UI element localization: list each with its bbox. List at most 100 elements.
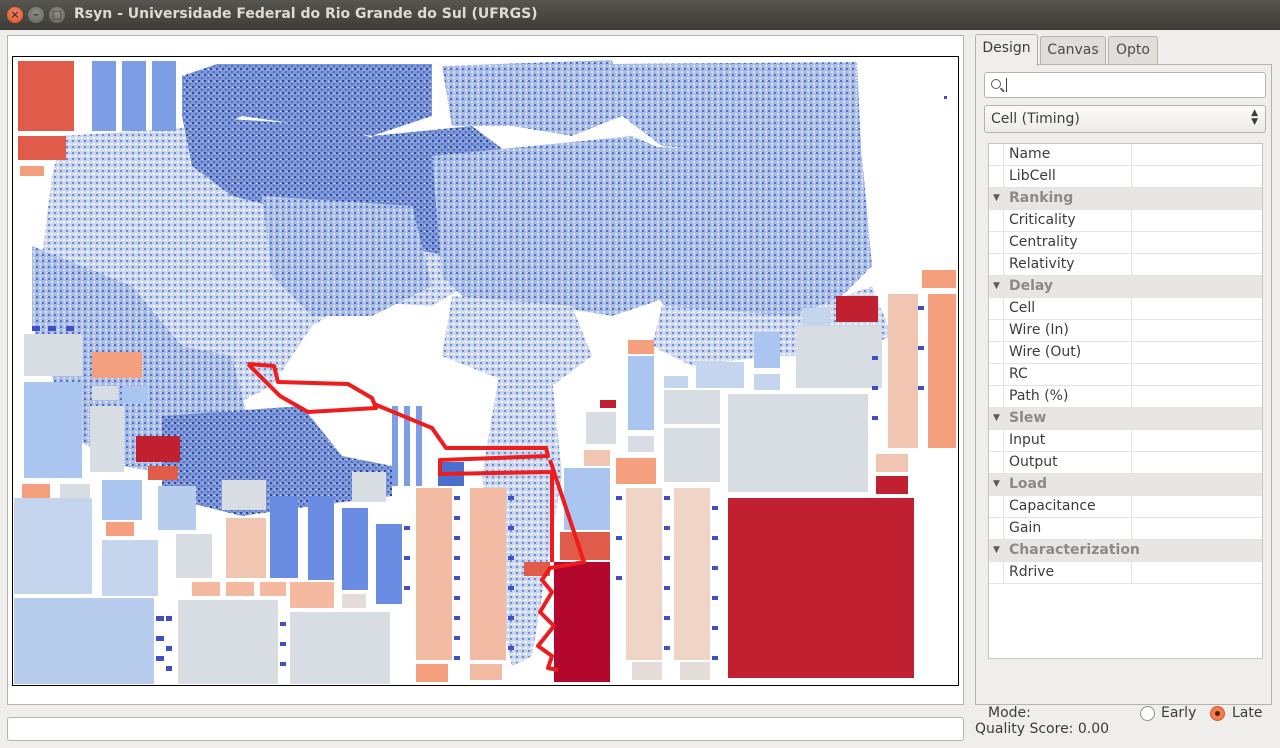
column-divider bbox=[1131, 210, 1132, 232]
tab-canvas[interactable]: Canvas bbox=[1040, 36, 1106, 65]
column-divider bbox=[1131, 386, 1132, 408]
command-input[interactable] bbox=[7, 717, 964, 741]
property-label: Slew bbox=[1009, 410, 1047, 426]
property-label: Relativity bbox=[1009, 256, 1075, 272]
property-label: Input bbox=[1009, 432, 1046, 448]
property-label: Characterization bbox=[1009, 542, 1140, 558]
window-title: Rsyn - Universidade Federal do Rio Grand… bbox=[74, 6, 538, 22]
placement-view[interactable] bbox=[12, 56, 959, 686]
column-divider bbox=[1131, 452, 1132, 474]
property-row[interactable]: RC bbox=[989, 364, 1262, 386]
early-radio[interactable] bbox=[1140, 706, 1155, 721]
property-label: Ranking bbox=[1009, 190, 1074, 206]
property-label: Output bbox=[1009, 454, 1058, 470]
property-row[interactable]: Wire (In) bbox=[989, 320, 1262, 342]
late-radio-label[interactable]: Late bbox=[1232, 705, 1263, 721]
inspector-tabs: Design Canvas Opto bbox=[975, 33, 1272, 66]
expand-triangle-icon[interactable]: ▼ bbox=[993, 545, 1000, 555]
expand-triangle-icon[interactable]: ▼ bbox=[993, 413, 1000, 423]
text-cursor bbox=[1006, 78, 1007, 92]
column-divider bbox=[1003, 320, 1004, 342]
updown-arrows-icon: ▲ ▼ bbox=[1251, 108, 1258, 127]
property-group-row[interactable]: ▼ Slew bbox=[989, 408, 1262, 430]
property-label: Criticality bbox=[1009, 212, 1076, 228]
late-radio[interactable] bbox=[1210, 706, 1225, 721]
quality-score: Quality Score: 0.00 bbox=[975, 721, 1110, 737]
tab-opto[interactable]: Opto bbox=[1108, 36, 1158, 65]
property-label: Wire (Out) bbox=[1009, 344, 1082, 360]
title-bar: × – □ Rsyn - Universidade Federal do Rio… bbox=[0, 0, 1280, 30]
close-window-icon[interactable]: × bbox=[7, 7, 23, 23]
view-mode-select[interactable]: Cell (Timing) ▲ ▼ bbox=[984, 105, 1266, 133]
column-divider bbox=[1003, 562, 1004, 584]
column-divider bbox=[1131, 232, 1132, 254]
property-group-row[interactable]: ▼ Delay bbox=[989, 276, 1262, 298]
design-tab-body: Cell (Timing) ▲ ▼ Name LibCell ▼ Ranking Crit… bbox=[975, 64, 1272, 721]
column-divider bbox=[1003, 452, 1004, 474]
column-divider bbox=[1131, 562, 1132, 584]
property-label: Cell bbox=[1009, 300, 1036, 316]
property-row[interactable]: Name bbox=[989, 144, 1262, 166]
search-icon bbox=[991, 79, 1001, 89]
property-row[interactable]: Capacitance bbox=[989, 496, 1262, 518]
expand-triangle-icon[interactable]: ▼ bbox=[993, 479, 1000, 489]
column-divider bbox=[1131, 166, 1132, 188]
column-divider bbox=[1131, 364, 1132, 386]
property-row[interactable]: Input bbox=[989, 430, 1262, 452]
property-row[interactable]: LibCell bbox=[989, 166, 1262, 188]
search-input[interactable] bbox=[984, 72, 1266, 98]
column-divider bbox=[1131, 430, 1132, 452]
column-divider bbox=[1003, 386, 1004, 408]
property-group-row[interactable]: ▼ Characterization bbox=[989, 540, 1262, 562]
column-divider bbox=[1131, 518, 1132, 540]
property-label: Centrality bbox=[1009, 234, 1078, 250]
column-divider bbox=[1003, 254, 1004, 276]
property-group-row[interactable]: ▼ Ranking bbox=[989, 188, 1262, 210]
expand-triangle-icon[interactable]: ▼ bbox=[993, 193, 1000, 203]
minimize-window-icon[interactable]: – bbox=[28, 7, 44, 23]
property-label: LibCell bbox=[1009, 168, 1056, 184]
column-divider bbox=[1003, 430, 1004, 452]
column-divider bbox=[1131, 144, 1132, 166]
inspector-panel: Design Canvas Opto Cell (Timing) ▲ ▼ Name… bbox=[975, 33, 1272, 721]
early-radio-label[interactable]: Early bbox=[1161, 705, 1197, 721]
column-divider bbox=[1003, 342, 1004, 364]
property-label: Gain bbox=[1009, 520, 1042, 536]
column-divider bbox=[1003, 496, 1004, 518]
mode-label: Mode: bbox=[988, 705, 1031, 721]
property-row[interactable]: Cell bbox=[989, 298, 1262, 320]
column-divider bbox=[1003, 144, 1004, 166]
property-row[interactable]: Rdrive bbox=[989, 562, 1262, 584]
property-row[interactable]: Centrality bbox=[989, 232, 1262, 254]
property-row[interactable]: Relativity bbox=[989, 254, 1262, 276]
property-label: Delay bbox=[1009, 278, 1054, 294]
property-label: Name bbox=[1009, 146, 1051, 162]
property-label: Capacitance bbox=[1009, 498, 1096, 514]
column-divider bbox=[1131, 342, 1132, 364]
column-divider bbox=[1003, 232, 1004, 254]
property-row[interactable]: Criticality bbox=[989, 210, 1262, 232]
view-mode-selected: Cell (Timing) bbox=[991, 111, 1080, 127]
column-divider bbox=[1131, 298, 1132, 320]
column-divider bbox=[1003, 166, 1004, 188]
tab-design[interactable]: Design bbox=[975, 34, 1038, 66]
critical-path bbox=[246, 362, 586, 672]
maximize-window-icon[interactable]: □ bbox=[49, 7, 65, 23]
column-divider bbox=[1003, 298, 1004, 320]
property-row[interactable]: Path (%) bbox=[989, 386, 1262, 408]
property-row[interactable]: Gain bbox=[989, 518, 1262, 540]
column-divider bbox=[1131, 496, 1132, 518]
property-row[interactable]: Output bbox=[989, 452, 1262, 474]
column-divider bbox=[1131, 254, 1132, 276]
property-row[interactable]: Wire (Out) bbox=[989, 342, 1262, 364]
column-divider bbox=[1003, 210, 1004, 232]
layout-canvas[interactable] bbox=[7, 35, 964, 705]
property-label: Rdrive bbox=[1009, 564, 1055, 580]
property-label: RC bbox=[1009, 366, 1028, 382]
property-tree[interactable]: Name LibCell ▼ Ranking Criticality Centrality… bbox=[988, 143, 1263, 659]
column-divider bbox=[1003, 364, 1004, 386]
property-group-row[interactable]: ▼ Load bbox=[989, 474, 1262, 496]
expand-triangle-icon[interactable]: ▼ bbox=[993, 281, 1000, 291]
property-label: Load bbox=[1009, 476, 1048, 492]
pin-markers bbox=[32, 96, 947, 671]
